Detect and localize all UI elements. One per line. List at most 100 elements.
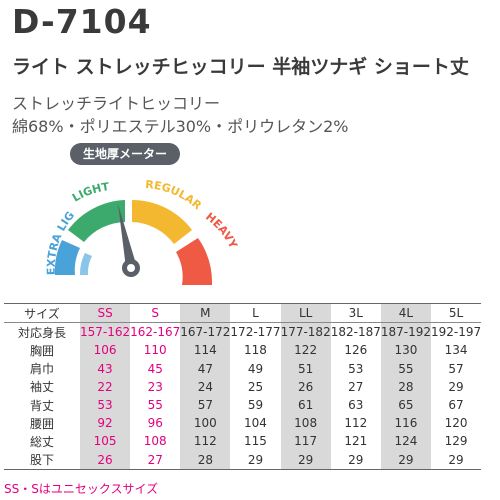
table-cell: 116 bbox=[380, 414, 431, 433]
table-cell: 105 bbox=[80, 432, 131, 451]
table-cell: 53 bbox=[348, 361, 364, 376]
table-cell: 96 bbox=[147, 416, 163, 431]
table-row: 股下 26 27 28 29 29 29 29 29 bbox=[4, 450, 482, 470]
table-cell: 22 bbox=[80, 377, 131, 396]
table-cell: 53 bbox=[80, 395, 131, 415]
size-table: サイズ SS S M L LL 3L 4L 5L 対応身長 157-162 162-167 167-17… bbox=[4, 302, 482, 470]
gauge-segment-light bbox=[68, 200, 125, 242]
gauge-segment-extra-light-inner bbox=[79, 253, 92, 275]
gauge-segment-heavy bbox=[176, 238, 213, 285]
row-label: 股下 bbox=[4, 450, 80, 470]
table-row: 袖丈 22 23 24 25 26 27 28 29 bbox=[4, 377, 481, 396]
fabric-composition: 綿68%・ポリエステル30%・ポリウレタン2% bbox=[12, 117, 349, 136]
table-cell: 115 bbox=[244, 434, 267, 449]
table-cell: 67 bbox=[448, 398, 464, 413]
table-cell: 172-177 bbox=[230, 325, 281, 340]
size-header-cell: 3L bbox=[330, 302, 381, 324]
table-cell: 25 bbox=[247, 379, 264, 394]
row-label: 肩巾 bbox=[29, 362, 54, 377]
table-cell: 28 bbox=[380, 377, 431, 396]
table-cell: 162-167 bbox=[130, 325, 181, 340]
table-cell: 118 bbox=[244, 343, 267, 358]
table-cell: 157-162 bbox=[80, 322, 131, 342]
row-label: 対応身長 bbox=[17, 325, 66, 340]
size-header-cell: 4L bbox=[380, 302, 431, 324]
gauge-segment-extra-light bbox=[54, 240, 80, 275]
row-label: 胸囲 bbox=[29, 343, 54, 358]
table-cell: 29 bbox=[380, 450, 431, 470]
table-cell: 108 bbox=[143, 434, 167, 449]
table-cell: 59 bbox=[247, 398, 264, 413]
table-cell: 100 bbox=[180, 414, 231, 433]
table-cell: 92 bbox=[80, 414, 131, 433]
table-cell: 26 bbox=[280, 377, 331, 396]
table-cell: 134 bbox=[444, 343, 468, 358]
table-cell: 57 bbox=[448, 361, 464, 376]
table-cell: 26 bbox=[80, 450, 131, 470]
product-title: ライト ストレッチヒッコリー 半袖ツナギ ショート丈 bbox=[12, 56, 469, 78]
row-label: 背丈 bbox=[29, 398, 54, 413]
size-header-cell: S bbox=[130, 302, 181, 324]
gauge-hub-center bbox=[127, 264, 135, 272]
table-cell: 24 bbox=[180, 377, 231, 396]
table-row: 肩巾 43 45 47 49 51 53 55 57 bbox=[4, 359, 481, 378]
table-row: 総丈 105 108 112 115 117 121 124 129 bbox=[4, 432, 481, 451]
table-cell: 117 bbox=[280, 432, 331, 451]
table-cell: 182-187 bbox=[330, 325, 381, 340]
gauge-needle bbox=[118, 204, 136, 268]
table-cell: 23 bbox=[147, 379, 163, 394]
table-cell: 108 bbox=[280, 414, 331, 433]
table-cell: 63 bbox=[348, 398, 364, 413]
table-cell: 187-192 bbox=[380, 322, 431, 342]
table-cell: 27 bbox=[130, 450, 181, 470]
table-cell: 51 bbox=[280, 359, 331, 378]
fabric-thickness-meter-title: 生地厚メーター bbox=[70, 143, 180, 165]
row-label: 袖丈 bbox=[29, 380, 54, 395]
row-label: 腰囲 bbox=[29, 416, 54, 431]
unisex-note: SS・Sはユニセックスサイズ bbox=[4, 482, 159, 496]
gauge-label-heavy: HEAVY bbox=[203, 210, 240, 251]
table-cell: 106 bbox=[80, 341, 131, 360]
table-cell: 192-197 bbox=[430, 325, 482, 340]
table-cell: 29 bbox=[330, 450, 381, 470]
table-cell: 55 bbox=[380, 359, 431, 378]
table-cell: 29 bbox=[230, 450, 281, 470]
product-code: D-7104 bbox=[12, 2, 152, 41]
row-label: サイズ bbox=[4, 302, 80, 324]
size-header-cell: 5L bbox=[430, 302, 482, 324]
size-header-cell: SS bbox=[80, 302, 131, 324]
table-cell: 49 bbox=[247, 361, 264, 376]
table-cell: 114 bbox=[180, 341, 231, 360]
table-cell: 65 bbox=[380, 395, 431, 415]
table-cell: 124 bbox=[380, 432, 431, 451]
table-cell: 110 bbox=[143, 343, 167, 358]
table-cell: 126 bbox=[344, 343, 368, 358]
gauge-label-light: LIGHT bbox=[70, 180, 111, 205]
table-cell: 61 bbox=[280, 395, 331, 415]
table-cell: 43 bbox=[80, 359, 131, 378]
table-cell: 45 bbox=[147, 361, 163, 376]
table-cell: 27 bbox=[348, 379, 364, 394]
table-cell: 130 bbox=[380, 341, 431, 360]
table-cell: 121 bbox=[344, 434, 368, 449]
table-cell: 129 bbox=[444, 434, 468, 449]
table-cell: 112 bbox=[344, 416, 368, 431]
table-cell: 104 bbox=[244, 416, 267, 431]
table-cell: 55 bbox=[147, 398, 163, 413]
table-row: 対応身長 157-162 162-167 167-172 172-177 177-182 1… bbox=[4, 322, 482, 342]
size-header-cell: M bbox=[180, 302, 231, 324]
table-cell: 112 bbox=[180, 432, 231, 451]
table-cell: 57 bbox=[180, 395, 231, 415]
table-cell: 29 bbox=[430, 450, 482, 470]
table-cell: 177-182 bbox=[280, 322, 331, 342]
table-row: サイズ SS S M L LL 3L 4L 5L bbox=[4, 302, 482, 324]
row-label: 総丈 bbox=[29, 434, 54, 449]
table-cell: 29 bbox=[448, 379, 464, 394]
table-cell: 122 bbox=[280, 341, 331, 360]
table-cell: 167-172 bbox=[180, 322, 231, 342]
gauge-segment-regular bbox=[132, 200, 192, 244]
table-row: 胸囲 106 110 114 118 122 126 130 134 bbox=[4, 341, 481, 360]
table-cell: 120 bbox=[444, 416, 468, 431]
fabric-name: ストレッチライトヒッコリー bbox=[12, 94, 221, 113]
table-cell: 47 bbox=[180, 359, 231, 378]
